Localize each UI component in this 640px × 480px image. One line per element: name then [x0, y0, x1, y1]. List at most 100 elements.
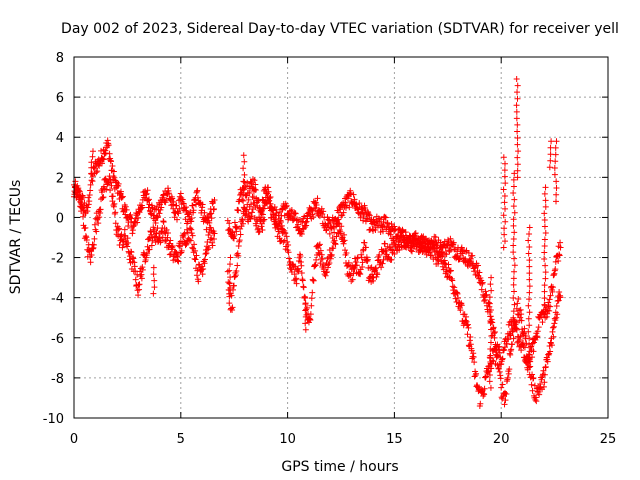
data-point [498, 384, 505, 391]
data-point [374, 271, 381, 278]
y-tick-label: -2 [51, 252, 64, 267]
data-point [513, 102, 520, 109]
data-point [108, 158, 115, 165]
data-point [526, 309, 533, 316]
data-point [346, 204, 353, 211]
data-point [199, 201, 206, 208]
data-point [76, 192, 83, 199]
data-point [481, 297, 488, 304]
data-point [283, 233, 290, 240]
data-point [549, 284, 556, 291]
data-point [479, 279, 486, 286]
data-point [130, 255, 137, 262]
data-point [237, 225, 244, 232]
data-point [510, 216, 517, 223]
data-point [514, 154, 521, 161]
data-point [192, 247, 199, 254]
data-point [486, 378, 493, 385]
data-point [187, 237, 194, 244]
data-point [351, 196, 358, 203]
data-point [240, 191, 247, 198]
data-point [541, 236, 548, 243]
data-point [227, 254, 234, 261]
data-point [250, 194, 257, 201]
data-point [526, 296, 533, 303]
data-point [488, 287, 495, 294]
data-point [510, 235, 517, 242]
data-point [514, 121, 521, 128]
data-point [502, 205, 509, 212]
data-point [308, 295, 315, 302]
data-point [342, 199, 349, 206]
data-point [211, 230, 218, 237]
data-point [259, 211, 266, 218]
data-point [183, 240, 190, 247]
data-point [488, 326, 495, 333]
data-point [527, 363, 534, 370]
data-point [505, 321, 512, 328]
data-point [510, 222, 517, 229]
data-point [226, 287, 233, 294]
data-point [396, 225, 403, 232]
data-point [511, 301, 518, 308]
data-point [542, 197, 549, 204]
data-point [445, 261, 452, 268]
x-tick-label: 10 [279, 432, 296, 447]
data-point [203, 250, 210, 257]
data-point [511, 196, 518, 203]
data-point [365, 211, 372, 218]
data-point [443, 268, 450, 275]
data-point [331, 229, 338, 236]
data-point [426, 246, 433, 253]
data-point [486, 300, 493, 307]
data-point [346, 272, 353, 279]
data-point [552, 266, 559, 273]
data-point [166, 240, 173, 247]
data-point [298, 262, 305, 269]
x-tick-label: 5 [177, 432, 185, 447]
data-point [488, 333, 495, 340]
data-point [234, 262, 241, 269]
data-point [533, 398, 540, 405]
data-point [88, 159, 95, 166]
y-tick-label: -6 [51, 332, 64, 347]
data-point [90, 163, 97, 170]
data-point [547, 144, 554, 151]
data-point [553, 185, 560, 192]
data-point [530, 374, 537, 381]
data-point [111, 174, 118, 181]
data-point [173, 202, 180, 209]
data-point [485, 368, 492, 375]
data-point [552, 151, 559, 158]
data-point [111, 200, 118, 207]
y-tick-label: -10 [43, 412, 64, 427]
data-point [449, 277, 456, 284]
data-point [278, 222, 285, 229]
data-point [231, 232, 238, 239]
y-tick-label: 8 [56, 51, 64, 66]
data-point [299, 277, 306, 284]
data-point [261, 216, 268, 223]
data-point [167, 237, 174, 244]
data-point [388, 256, 395, 263]
data-point [106, 173, 113, 180]
data-point [266, 197, 273, 204]
data-point [150, 271, 157, 278]
data-point [539, 319, 546, 326]
data-point [541, 295, 548, 302]
data-point [529, 371, 536, 378]
data-point [556, 252, 563, 259]
data-point [544, 358, 551, 365]
data-point [317, 247, 324, 254]
data-point [144, 187, 151, 194]
data-point [302, 301, 309, 308]
chart-title: Day 002 of 2023, Sidereal Day-to-day VTE… [61, 21, 619, 37]
data-point [211, 197, 218, 204]
data-point [435, 257, 442, 264]
data-point [355, 210, 362, 217]
data-point [528, 381, 535, 388]
data-point [279, 226, 286, 233]
data-point [408, 247, 415, 254]
data-point [526, 348, 533, 355]
data-point [486, 371, 493, 378]
